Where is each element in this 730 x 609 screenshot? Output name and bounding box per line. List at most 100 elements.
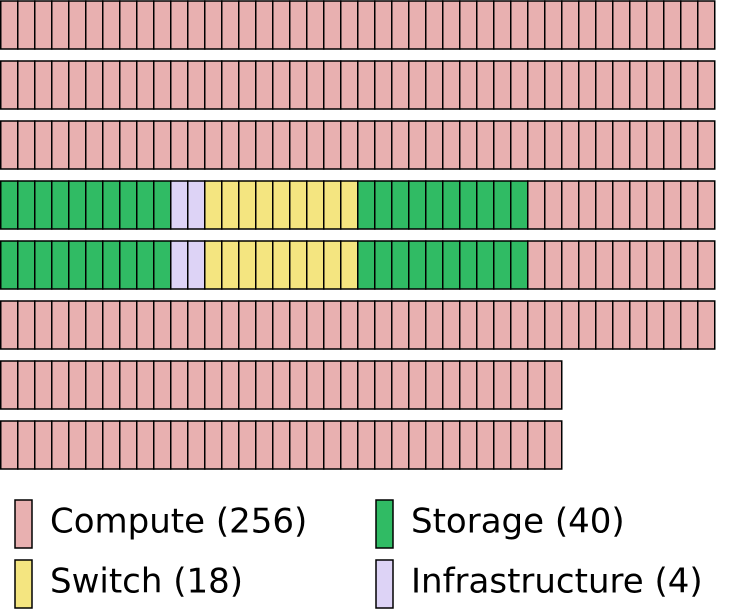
unit-cell [34,180,53,230]
unit-cell [646,180,665,230]
unit-cell [697,180,716,230]
unit-cell [306,0,325,50]
unit-cell [136,0,155,50]
unit-cell [289,300,308,350]
unit-cell [442,420,461,470]
unit-cell [323,180,342,230]
unit-cell [238,360,257,410]
unit-cell [51,0,70,50]
unit-cell [680,0,699,50]
unit-cell [102,60,121,110]
unit-cell [0,60,19,110]
unit-cell [442,300,461,350]
unit-cell [578,180,597,230]
unit-cell [204,120,223,170]
unit-cell [289,0,308,50]
unit-cell [578,240,597,290]
unit-cell [561,120,580,170]
unit-cell [680,300,699,350]
unit-cell [187,180,206,230]
unit-cell [697,120,716,170]
unit-cell [357,240,376,290]
unit-cell [527,420,546,470]
unit-cell [119,420,138,470]
unit-cell [663,240,682,290]
unit-cell [646,120,665,170]
unit-cell [442,180,461,230]
unit-cell [187,420,206,470]
unit-cell [391,240,410,290]
unit-cell [425,120,444,170]
legend-swatch [375,559,394,609]
unit-cell [629,60,648,110]
unit-cell [357,420,376,470]
unit-cell [697,300,716,350]
legend-label: Storage (40) [411,502,625,542]
unit-cell [51,300,70,350]
unit-cell [170,420,189,470]
unit-cell [153,60,172,110]
unit-cell [425,420,444,470]
unit-cell [238,0,257,50]
unit-cell [510,240,529,290]
unit-cell [272,360,291,410]
unit-cell [306,360,325,410]
unit-cell [119,360,138,410]
unit-cell [612,240,631,290]
unit-cell [408,360,427,410]
unit-cell [255,420,274,470]
unit-cell [374,240,393,290]
unit-cell [204,300,223,350]
unit-cell [391,0,410,50]
unit-cell [408,240,427,290]
unit-cell [663,0,682,50]
unit-cell [629,180,648,230]
unit-cell [612,0,631,50]
unit-cell [340,360,359,410]
unit-cell [323,120,342,170]
unit-cell [170,240,189,290]
unit-cell [204,0,223,50]
unit-cell [136,180,155,230]
unit-cell [153,180,172,230]
unit-cell [680,60,699,110]
unit-cell [289,180,308,230]
unit-cell [595,0,614,50]
unit-cell [459,60,478,110]
unit-cell [374,360,393,410]
unit-cell [0,120,19,170]
unit-cell [187,240,206,290]
unit-cell [221,240,240,290]
unit-cell [119,240,138,290]
unit-cell [697,60,716,110]
unit-cell [561,300,580,350]
unit-cell [680,120,699,170]
unit-cell [459,420,478,470]
unit-cell [204,60,223,110]
unit-cell [544,360,563,410]
unit-cell [357,120,376,170]
unit-cell [442,240,461,290]
unit-cell [476,60,495,110]
unit-cell [697,0,716,50]
unit-cell [102,240,121,290]
unit-cell [153,420,172,470]
unit-cell [680,240,699,290]
unit-cell [153,360,172,410]
unit-cell [34,360,53,410]
unit-cell [272,420,291,470]
unit-cell [68,180,87,230]
unit-cell [255,120,274,170]
unit-cell [51,420,70,470]
unit-cell [289,420,308,470]
unit-cell [374,0,393,50]
legend-label: Switch (18) [50,562,243,602]
unit-cell [272,300,291,350]
unit-cell [17,60,36,110]
unit-cell [425,60,444,110]
unit-cell [170,300,189,350]
unit-cell [238,240,257,290]
unit-cell [204,180,223,230]
unit-cell [85,360,104,410]
unit-cell [510,300,529,350]
